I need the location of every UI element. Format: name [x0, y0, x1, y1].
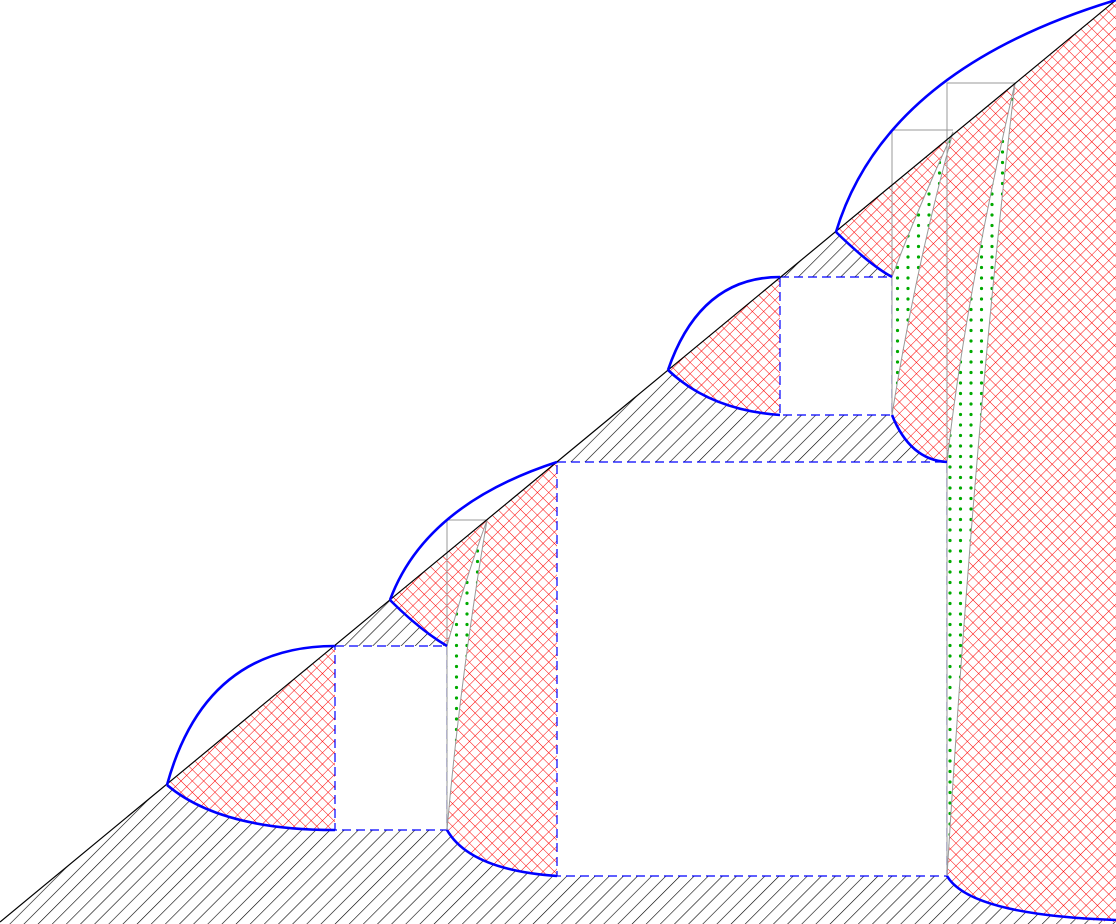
upper-arc-2: [388, 460, 558, 601]
white-square-2: [556, 461, 948, 877]
lower-curve-3: [445, 829, 558, 878]
lower-curve-7: [945, 875, 1116, 922]
dotted-wedge-1: [446, 519, 488, 831]
lower-curve-4: [667, 369, 781, 417]
upper-arc-4: [834, 0, 1116, 233]
lower-curve-5: [835, 231, 893, 279]
lower-curve-1: [166, 784, 336, 832]
upper-arc-3: [666, 275, 781, 371]
dotted-wedge-2: [891, 131, 954, 416]
white-square-3: [779, 276, 893, 416]
red-region-3: [668, 277, 780, 415]
red-region-1: [167, 646, 335, 830]
white-square-1: [334, 645, 448, 831]
blue-curves: [165, 0, 1116, 922]
lower-curve-6: [890, 414, 948, 464]
upper-arc-1: [165, 644, 336, 786]
lower-curve-2: [389, 599, 448, 648]
dotted-wedge-3: [946, 82, 1016, 877]
